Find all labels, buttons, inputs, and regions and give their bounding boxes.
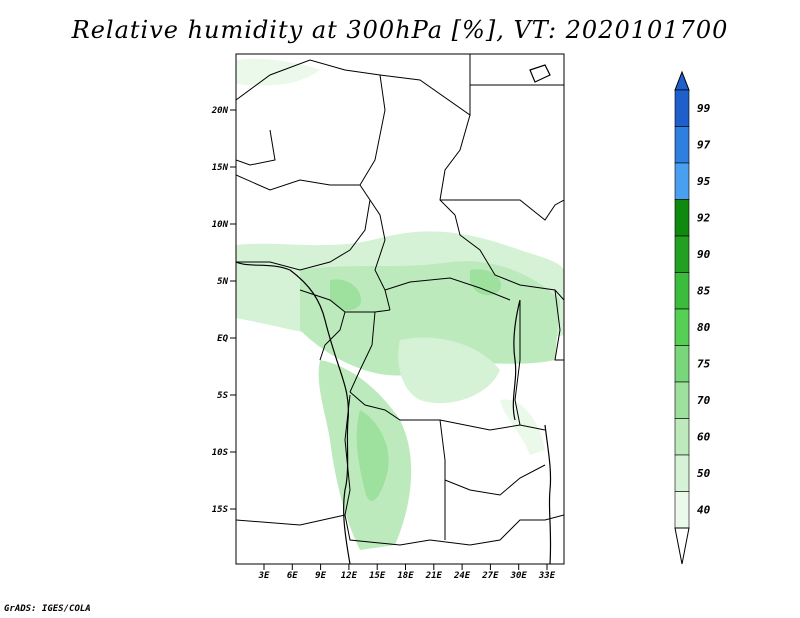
- colorbar-label: 95: [697, 175, 711, 188]
- colorbar-cap-bottom: [674, 527, 690, 565]
- colorbar-swatch: [674, 272, 690, 310]
- colorbar-swatch: [674, 345, 690, 383]
- map-frame: [235, 53, 565, 565]
- lat-label: EQ: [217, 334, 228, 344]
- longitude-axis: 3E 6E 9E 12E 15E 18E 21E 24E 27E 30E 33E: [258, 564, 556, 581]
- colorbar-swatch: [674, 418, 690, 456]
- colorbar-label: 80: [697, 321, 711, 334]
- colorbar-swatch: [674, 162, 690, 200]
- lat-label: 5S: [217, 391, 228, 401]
- lat-label: 15N: [212, 163, 229, 173]
- lon-label: 9E: [315, 571, 326, 581]
- lon-label: 27E: [481, 571, 499, 581]
- humidity-patch-east: [500, 399, 545, 455]
- lat-label: 10S: [212, 448, 229, 458]
- lon-label: 21E: [425, 571, 443, 581]
- lon-label: 24E: [453, 571, 471, 581]
- colorbar-swatch: [674, 491, 690, 529]
- lon-label: 3E: [258, 571, 270, 581]
- country-borders: [236, 54, 564, 546]
- colorbar-label: 50: [697, 467, 711, 480]
- humidity-shading: [236, 58, 564, 550]
- lon-label: 6E: [287, 571, 298, 581]
- lon-label: 30E: [510, 571, 528, 581]
- colorbar-label: 40: [697, 504, 711, 517]
- lat-label: 5N: [217, 277, 228, 287]
- lat-label: 10N: [212, 220, 229, 230]
- lon-label: 33E: [538, 571, 556, 581]
- colorbar-swatch: [674, 308, 690, 346]
- colorbar-swatch: [674, 199, 690, 237]
- lon-label: 18E: [397, 571, 414, 581]
- humidity-core-east: [470, 269, 501, 296]
- colorbar-label: 92: [697, 212, 711, 225]
- colorbar-swatch: [674, 454, 690, 492]
- colorbar-swatch: [674, 126, 690, 164]
- humidity-core-south: [356, 410, 389, 501]
- latitude-axis: 20N 15N 10N 5N EQ 5S 10S 15S: [211, 106, 236, 515]
- colorbar-label: 85: [697, 285, 711, 298]
- humidity-core-central: [330, 279, 361, 311]
- humidity-patch-congo: [398, 337, 500, 404]
- coastline: [236, 64, 552, 564]
- lat-label: 20N: [211, 106, 229, 116]
- colorbar-label: 70: [697, 394, 711, 407]
- colorbar-label: 90: [697, 248, 711, 261]
- map-title: Relative humidity at 300hPa [%], VT: 202…: [71, 16, 729, 44]
- lon-label: 12E: [341, 571, 358, 581]
- colorbar-swatch: [674, 381, 690, 419]
- colorbar-cap-top: [674, 70, 690, 91]
- grads-credit: GrADS: IGES/COLA: [4, 604, 91, 614]
- colorbar-swatch: [674, 89, 690, 127]
- colorbar-label: 97: [697, 139, 711, 152]
- lat-label: 15S: [212, 505, 229, 515]
- lon-label: 15E: [369, 571, 386, 581]
- colorbar-label: 75: [697, 358, 711, 371]
- colorbar-label: 99: [697, 102, 711, 115]
- colorbar-label: 60: [697, 431, 711, 444]
- colorbar-swatch: [674, 235, 690, 273]
- colorbar: 99 97 95 92 90 85 80 75 70 60 50 40: [674, 70, 711, 565]
